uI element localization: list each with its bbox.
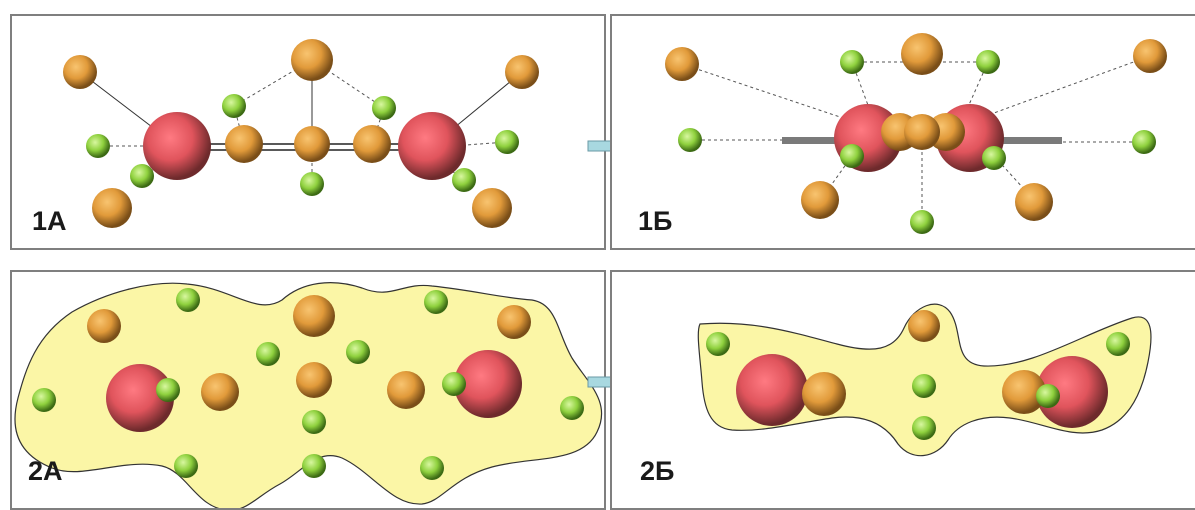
- atom-small: [912, 374, 936, 398]
- molecule-2b: [697, 303, 1152, 457]
- atom-medium: [293, 295, 335, 337]
- atom-medium: [908, 310, 940, 342]
- molecule-1b: [665, 33, 1167, 234]
- atom-small: [32, 388, 56, 412]
- atom-small: [300, 172, 324, 196]
- atom-medium: [353, 125, 391, 163]
- molecule-1a: [63, 39, 539, 228]
- atom-medium: [92, 188, 132, 228]
- atom-small: [1132, 130, 1156, 154]
- atom-small: [910, 210, 934, 234]
- atom-small: [560, 396, 584, 420]
- molecule-2a: [14, 282, 603, 508]
- atom-medium: [201, 373, 239, 411]
- atom-small: [302, 454, 326, 478]
- atom-small: [912, 416, 936, 440]
- atom-small: [86, 134, 110, 158]
- atom-medium: [665, 47, 699, 81]
- bond-bar: [782, 137, 862, 144]
- atom-small: [1036, 384, 1060, 408]
- panel-1a: 1А: [10, 14, 606, 250]
- atom-small: [840, 144, 864, 168]
- atom-medium: [294, 126, 330, 162]
- atom-small: [1106, 332, 1130, 356]
- atom-small: [130, 164, 154, 188]
- atom-small: [346, 340, 370, 364]
- panel-label-1a: 1А: [32, 206, 67, 236]
- atom-large: [1036, 356, 1108, 428]
- atom-medium: [1002, 370, 1046, 414]
- atom-medium: [63, 55, 97, 89]
- atom-small: [452, 168, 476, 192]
- atom-small: [840, 50, 864, 74]
- panel-label-2a: 2А: [28, 456, 63, 486]
- atom-medium: [472, 188, 512, 228]
- atom-small: [706, 332, 730, 356]
- atom-medium: [497, 305, 531, 339]
- atom-small: [176, 288, 200, 312]
- atom-small: [256, 342, 280, 366]
- atom-large: [398, 112, 466, 180]
- panel-1b: 1Б: [610, 14, 1195, 250]
- atom-medium: [387, 371, 425, 409]
- atom-medium: [225, 125, 263, 163]
- atom-medium: [901, 33, 943, 75]
- atom-small: [174, 454, 198, 478]
- atom-large: [454, 350, 522, 418]
- panel-2b: 2Б: [610, 270, 1195, 510]
- atom-medium: [291, 39, 333, 81]
- atom-medium: [1133, 39, 1167, 73]
- atom-medium: [296, 362, 332, 398]
- atom-small: [495, 130, 519, 154]
- atom-medium: [801, 181, 839, 219]
- atom-small: [156, 378, 180, 402]
- atom-medium: [87, 309, 121, 343]
- atom-medium: [505, 55, 539, 89]
- atom-large: [736, 354, 808, 426]
- atom-small: [982, 146, 1006, 170]
- atom-small: [302, 410, 326, 434]
- atom-small: [678, 128, 702, 152]
- atom-small: [372, 96, 396, 120]
- panel-2a: 2А: [10, 270, 606, 510]
- atom-small: [222, 94, 246, 118]
- atom-small: [976, 50, 1000, 74]
- atom-medium: [904, 114, 940, 150]
- atom-medium: [802, 372, 846, 416]
- panel-label-2b: 2Б: [640, 456, 675, 486]
- atom-medium: [1015, 183, 1053, 221]
- atom-large: [106, 364, 174, 432]
- atom-small: [420, 456, 444, 480]
- atom-large: [143, 112, 211, 180]
- atom-small: [424, 290, 448, 314]
- atom-small: [442, 372, 466, 396]
- bond-bar: [982, 137, 1062, 144]
- panel-label-1b: 1Б: [638, 206, 673, 236]
